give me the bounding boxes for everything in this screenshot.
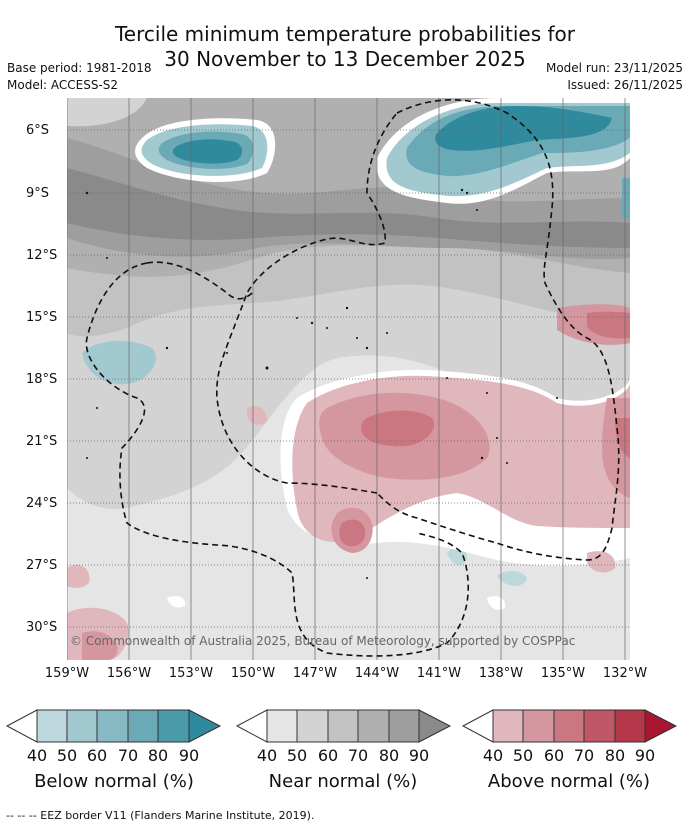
legend-swatch — [418, 709, 452, 743]
legend-swatch — [5, 709, 38, 743]
legend-tick: 50 — [512, 746, 534, 765]
legend-tick: 90 — [178, 746, 200, 765]
lon-label: 156°W — [106, 666, 152, 681]
legend-swatch — [583, 709, 616, 743]
lon-label: 141°W — [416, 666, 462, 681]
legend-swatch — [522, 709, 555, 743]
lat-label: 24°S — [26, 496, 58, 511]
lon-label: 153°W — [168, 666, 214, 681]
legend-swatch — [388, 709, 420, 743]
legend-swatch — [553, 709, 585, 743]
legend-tick: 60 — [317, 746, 339, 765]
legend-title-below: Below normal (%) — [34, 771, 194, 792]
meridians — [67, 98, 626, 660]
legend-swatch — [96, 709, 129, 743]
legend-title-above: Above normal (%) — [487, 771, 651, 792]
legend-swatch — [644, 709, 678, 743]
legend-tick: 50 — [286, 746, 308, 765]
title-line-2: 30 November to 13 December 2025 — [164, 47, 526, 71]
legend-swatch — [461, 709, 494, 743]
issued-date: Issued: 26/11/2025 — [567, 78, 683, 92]
legend-tick: 90 — [408, 746, 430, 765]
lon-label: 135°W — [540, 666, 586, 681]
legend-tick: 70 — [347, 746, 369, 765]
legend-tick: 40 — [256, 746, 278, 765]
legend-swatch — [36, 709, 68, 743]
legend-swatch — [492, 709, 524, 743]
near-normal-light-patch — [67, 98, 147, 127]
copyright-notice: © Commonwealth of Australia 2025, Bureau… — [70, 634, 576, 648]
legend-swatch — [266, 709, 298, 743]
legend-tick: 60 — [86, 746, 108, 765]
legend-title-near: Near normal (%) — [268, 771, 418, 792]
legend-tick: 90 — [634, 746, 656, 765]
legend-tick: 80 — [604, 746, 626, 765]
lon-label: 144°W — [354, 666, 400, 681]
lat-label: 6°S — [26, 123, 50, 138]
lon-label: 150°W — [230, 666, 276, 681]
lon-label: 138°W — [478, 666, 524, 681]
meta-right: Model run: 23/11/2025 Issued: 26/11/2025 — [546, 60, 683, 94]
lat-label: 21°S — [26, 434, 58, 449]
model-run: Model run: 23/11/2025 — [545, 61, 683, 75]
lat-label: 12°S — [26, 248, 58, 263]
legend-bars — [5, 709, 678, 743]
lat-label: 15°S — [26, 310, 58, 325]
lat-label: 30°S — [26, 620, 58, 635]
legend-swatch — [357, 709, 390, 743]
lat-label: 27°S — [26, 558, 58, 573]
map-area[interactable] — [67, 98, 630, 660]
legend-swatch — [614, 709, 646, 743]
base-period: Base period: 1981-2018 — [7, 61, 152, 75]
lat-label: 18°S — [26, 372, 58, 387]
legend-swatch — [66, 709, 98, 743]
lon-label: 132°W — [602, 666, 648, 681]
below-normal-edge-east — [622, 178, 630, 218]
legend-tick: 80 — [378, 746, 400, 765]
legend-swatch — [188, 709, 222, 743]
legend-swatch — [296, 709, 329, 743]
map-title: Tercile minimum temperature probabilitie… — [0, 22, 690, 72]
legend-swatch — [235, 709, 268, 743]
lon-label: 159°W — [44, 666, 90, 681]
near-normal-90-region — [67, 168, 630, 248]
legend-tick: 40 — [26, 746, 48, 765]
legend-swatch — [127, 709, 159, 743]
legend-above-normal — [461, 709, 678, 743]
legend-tick: 50 — [56, 746, 78, 765]
legend-near-normal — [235, 709, 452, 743]
eez-border — [85, 99, 620, 657]
legend-tick: 70 — [573, 746, 595, 765]
meta-left: Base period: 1981-2018 Model: ACCESS-S2 — [7, 60, 152, 94]
legend-below-normal — [5, 709, 222, 743]
title-line-1: Tercile minimum temperature probabilitie… — [114, 22, 576, 46]
legend-swatch — [327, 709, 359, 743]
lon-label: 147°W — [292, 666, 338, 681]
legend-tick: 80 — [147, 746, 169, 765]
islands — [85, 188, 558, 579]
legend-tick: 60 — [543, 746, 565, 765]
legend-tick: 40 — [482, 746, 504, 765]
lat-label: 9°S — [26, 186, 50, 201]
below-normal-blob-se — [497, 570, 527, 586]
eez-footnote: -- -- -- EEZ border V11 (Flanders Marine… — [6, 809, 315, 822]
model-name: Model: ACCESS-S2 — [7, 78, 119, 92]
legend-tick: 70 — [117, 746, 139, 765]
legend-swatch — [157, 709, 190, 743]
graticule — [67, 129, 630, 628]
